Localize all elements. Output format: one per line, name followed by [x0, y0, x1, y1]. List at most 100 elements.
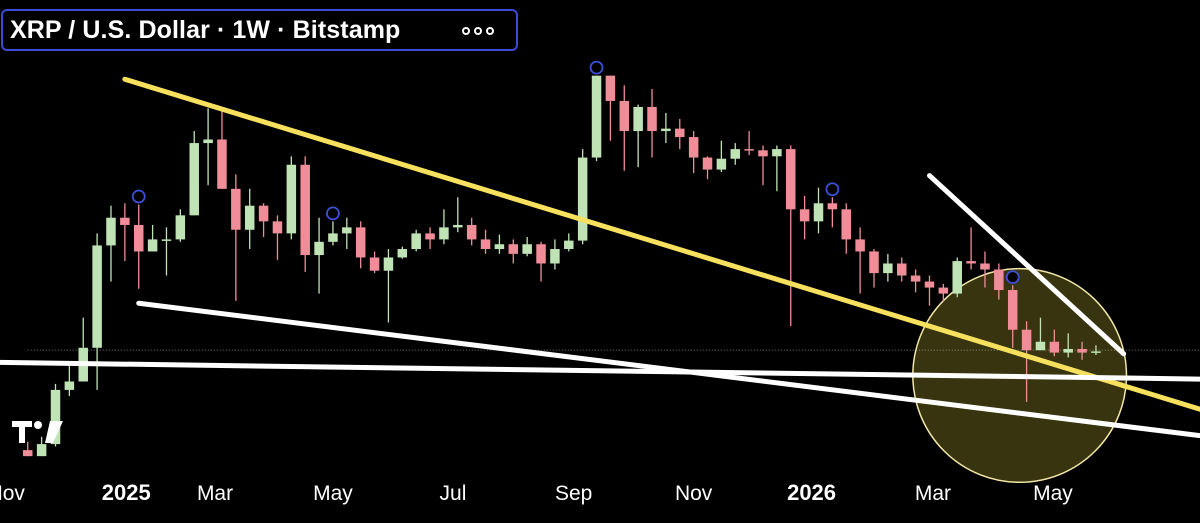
candle-body[interactable] — [342, 227, 352, 234]
candle-body[interactable] — [272, 221, 283, 234]
white-trendline[interactable] — [926, 173, 1127, 357]
candle-body[interactable] — [869, 251, 879, 274]
candle-body[interactable] — [258, 205, 269, 222]
candle-body[interactable] — [938, 287, 949, 294]
x-tick-label: May — [1033, 482, 1073, 505]
candle-body[interactable] — [286, 164, 297, 234]
candle-body[interactable] — [813, 203, 824, 222]
candle-body[interactable] — [189, 143, 199, 216]
candle-body[interactable] — [924, 281, 935, 288]
candle-body[interactable] — [605, 75, 616, 101]
candle-body[interactable] — [383, 257, 394, 271]
white-trendline[interactable] — [0, 359, 1200, 382]
candle-body[interactable] — [577, 157, 588, 241]
candle-body[interactable] — [716, 158, 727, 170]
event-marker-icon[interactable] — [131, 189, 146, 204]
symbol-legend[interactable]: XRP / U.S. Dollar · 1W · Bitstamp — [1, 9, 518, 51]
candle-body[interactable] — [203, 139, 213, 144]
candle-body[interactable] — [980, 263, 990, 270]
candle-body[interactable] — [453, 224, 463, 228]
candle-body[interactable] — [355, 227, 366, 258]
candle-body[interactable] — [758, 150, 768, 157]
candle-body[interactable] — [217, 139, 227, 189]
candle-body[interactable] — [439, 227, 449, 240]
candle-body[interactable] — [411, 233, 421, 250]
candle-body[interactable] — [799, 209, 810, 222]
candle-body[interactable] — [896, 263, 907, 276]
candle-body[interactable] — [494, 244, 505, 250]
candle-body[interactable] — [50, 389, 61, 445]
candle-body[interactable] — [231, 188, 241, 230]
candle-body[interactable] — [952, 261, 962, 294]
candle-body[interactable] — [855, 239, 865, 252]
candle-body[interactable] — [36, 444, 47, 457]
candle-body[interactable] — [522, 244, 532, 254]
x-tick-label: 2025 — [102, 480, 151, 505]
dot-icon — [462, 27, 470, 35]
candle-body[interactable] — [564, 240, 574, 250]
candle-body[interactable] — [106, 217, 116, 246]
candle-body[interactable] — [536, 244, 546, 264]
dot-icon — [474, 27, 482, 35]
candle-body[interactable] — [1021, 329, 1032, 351]
candle-body[interactable] — [786, 149, 796, 210]
candle-body[interactable] — [147, 239, 158, 252]
more-options-icon[interactable] — [462, 21, 502, 41]
candle-body[interactable] — [1049, 341, 1060, 353]
candle-body[interactable] — [591, 75, 602, 158]
candle-body[interactable] — [92, 245, 102, 348]
event-marker-icon[interactable] — [1005, 270, 1020, 285]
candle-body[interactable] — [550, 249, 560, 264]
candle-body[interactable] — [314, 241, 324, 256]
candle-body[interactable] — [1035, 341, 1046, 351]
candle-body[interactable] — [772, 149, 782, 157]
yellow-trendline[interactable] — [122, 76, 1200, 412]
candle-body[interactable] — [425, 233, 435, 240]
candle-body[interactable] — [1077, 348, 1087, 353]
candle-body[interactable] — [675, 128, 685, 138]
event-marker-icon[interactable] — [326, 206, 340, 221]
candle-body[interactable] — [966, 261, 976, 264]
candle-body[interactable] — [133, 224, 144, 252]
candle-body[interactable] — [883, 263, 893, 274]
candle-body[interactable] — [1091, 351, 1101, 353]
candle-body[interactable] — [841, 209, 851, 240]
x-tick-label: May — [313, 482, 353, 505]
candle-body[interactable] — [397, 249, 408, 258]
candle-body[interactable] — [244, 205, 255, 230]
candle-body[interactable] — [1007, 289, 1018, 330]
x-axis: Nov 2025 Mar May Jul Sep Nov 2026 Mar May — [0, 480, 1073, 505]
candle-body[interactable] — [730, 149, 741, 159]
candle-body[interactable] — [633, 106, 643, 132]
x-tick-label: Mar — [197, 482, 233, 505]
candle-body[interactable] — [647, 106, 657, 132]
x-tick-label: 2026 — [787, 480, 836, 505]
candle-body[interactable] — [1063, 348, 1073, 353]
candle-body[interactable] — [827, 203, 838, 210]
candle-body[interactable] — [910, 275, 921, 282]
candle-body[interactable] — [300, 164, 310, 256]
x-tick-label: Jul — [440, 482, 467, 505]
candle-body[interactable] — [619, 100, 630, 132]
candle-body[interactable] — [480, 239, 491, 250]
event-marker-icon[interactable] — [589, 60, 604, 75]
candle-body[interactable] — [994, 269, 1004, 290]
white-trendline[interactable] — [136, 300, 1200, 439]
candle-body[interactable] — [369, 257, 380, 271]
event-marker-icon[interactable] — [825, 182, 840, 197]
candle-body[interactable] — [120, 217, 130, 225]
x-tick-label: Mar — [915, 482, 951, 505]
candle-body[interactable] — [702, 157, 713, 170]
candle-body[interactable] — [22, 450, 33, 457]
candles-layer — [22, 75, 1101, 457]
candle-body[interactable] — [161, 239, 172, 241]
candle-body[interactable] — [64, 381, 75, 390]
candle-body[interactable] — [508, 244, 519, 254]
candle-body[interactable] — [661, 128, 671, 132]
candle-body[interactable] — [466, 224, 477, 240]
candle-body[interactable] — [744, 149, 754, 151]
candle-body[interactable] — [175, 215, 186, 240]
candle-body[interactable] — [688, 137, 699, 158]
candle-body[interactable] — [328, 233, 338, 242]
